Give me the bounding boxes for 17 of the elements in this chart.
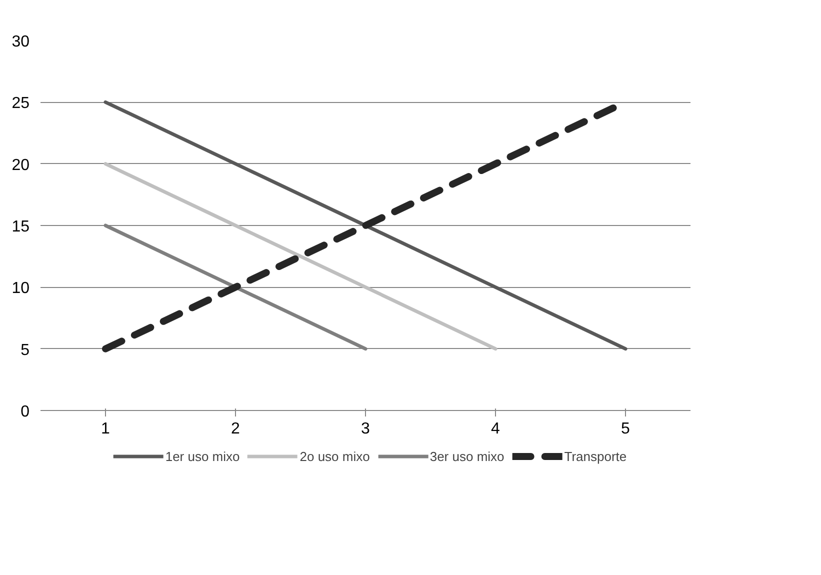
y-tick-label: 10	[12, 280, 30, 298]
x-tick-label: 4	[491, 420, 500, 438]
x-tick-label: 2	[231, 420, 240, 438]
y-tick-label: 20	[12, 156, 30, 174]
y-tick-label: 30	[12, 34, 30, 50]
y-tick-label: 25	[12, 95, 30, 112]
legend-label: 3er uso mixo	[430, 448, 504, 464]
x-tick-label: 3	[361, 420, 370, 438]
legend-label: 1er uso mixo	[165, 448, 240, 464]
line-series	[104, 162, 498, 351]
y-tick-label: 0	[20, 404, 30, 420]
x-tick-label: 5	[621, 420, 630, 438]
y-tick-label: 5	[20, 342, 30, 359]
y-tick-label: 15	[12, 218, 30, 236]
legend-label: Transporte	[564, 448, 627, 464]
legend-label: 2o uso mixo	[300, 448, 370, 464]
x-tick-label: 1	[101, 420, 110, 438]
